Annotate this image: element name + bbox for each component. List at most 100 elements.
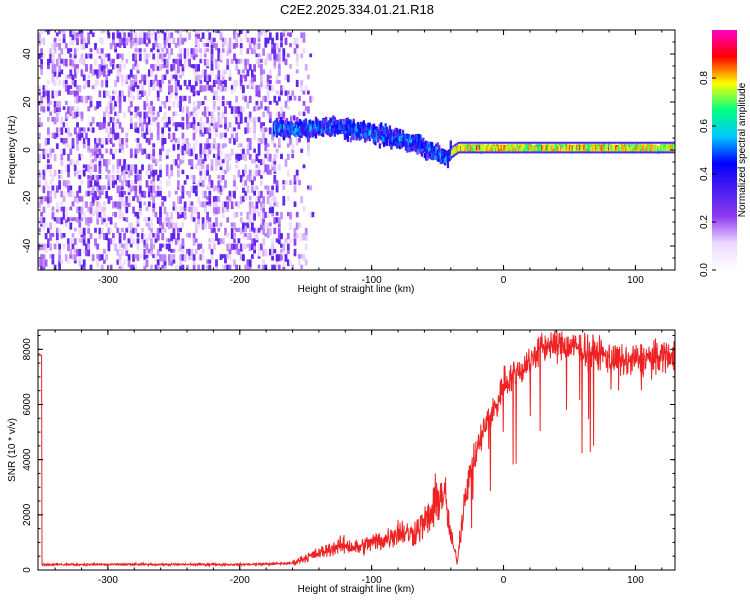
spectrogram-cell: [96, 259, 100, 268]
spectrogram-cell: [616, 151, 619, 154]
spectrogram-cell: [358, 135, 361, 141]
spectrogram-cell: [461, 144, 464, 151]
spectrogram-cell: [293, 37, 297, 46]
spectrogram-cell: [138, 201, 142, 208]
spectrogram-cell: [281, 124, 284, 130]
spectrogram-cell: [217, 79, 221, 85]
spectrogram-cell: [215, 217, 218, 225]
spectrogram-cell: [217, 116, 221, 123]
spectrogram-cell: [262, 248, 265, 257]
spectrogram-cell: [60, 206, 64, 212]
spectrogram-cell: [85, 164, 88, 172]
spectrogram-cell: [71, 254, 75, 260]
spectrogram-cell: [251, 222, 254, 230]
spectrogram-cell: [280, 153, 283, 160]
spectrogram-cell: [206, 259, 209, 264]
spectrogram-cell: [565, 144, 569, 150]
spectrogram-cell: [262, 138, 265, 144]
spectrogram-cell: [159, 148, 162, 155]
spectrogram-cell: [199, 122, 203, 130]
spectrogram-cell: [174, 238, 178, 245]
spectrogram-cell: [116, 32, 120, 39]
spectrogram-cell: [359, 122, 363, 128]
spectrogram-cell: [177, 248, 180, 253]
spectrogram-cell: [145, 95, 149, 104]
spectrogram-cell: [194, 138, 198, 145]
spectrogram-cell: [42, 53, 46, 59]
spectrogram-cell: [636, 146, 640, 152]
spectrogram-cell: [73, 248, 77, 254]
spectrogram-cell: [199, 116, 203, 122]
spectrogram-cell: [219, 122, 223, 128]
spectrogram-cell: [203, 48, 207, 53]
spectrogram-cell: [64, 43, 68, 49]
spectrogram-cell: [89, 175, 93, 181]
spectrogram-cell: [199, 85, 203, 93]
spectrogram-cell: [49, 101, 52, 105]
spectrogram-cell: [64, 143, 68, 148]
colorbar-tick-label: 0.4: [699, 167, 710, 181]
spectrogram-cell: [152, 196, 156, 204]
spectrogram-cell: [94, 180, 97, 187]
spectrogram-cell: [560, 141, 563, 144]
spectrogram-cell: [82, 169, 86, 177]
spectrogram-cell: [268, 74, 272, 79]
spectrogram-cell: [147, 190, 151, 198]
spectrogram-cell: [554, 151, 557, 154]
spectrogram-cell: [416, 133, 419, 140]
spectrogram-cell: [644, 147, 647, 153]
spectrogram-cell: [40, 259, 43, 266]
spectrogram-cell: [355, 135, 358, 141]
spectrogram-cell: [121, 169, 124, 176]
spectrogram-cell: [69, 238, 73, 245]
spectrogram-cell: [293, 238, 297, 246]
spectrogram-cell: [114, 79, 117, 87]
spectrogram-cell: [145, 122, 149, 128]
spectrogram-cell: [217, 206, 221, 214]
spectrogram-cell: [165, 148, 169, 156]
spectrogram-cell: [477, 151, 480, 154]
spectrogram-cell: [152, 159, 156, 163]
spectrogram-cell: [430, 147, 434, 153]
spectrogram-cell: [143, 264, 147, 270]
spectrogram-cell: [67, 217, 70, 222]
spectrogram-cell: [599, 144, 602, 150]
spectrogram-cell: [105, 53, 109, 58]
spectrogram-cell: [226, 43, 230, 51]
spectrogram-cell: [147, 138, 151, 145]
spectrogram-cell: [116, 185, 120, 194]
spectrogram-cell: [449, 148, 452, 154]
spectrogram-cell: [221, 69, 225, 77]
spectrogram-cell: [224, 201, 227, 208]
spectrogram-cell: [212, 138, 216, 145]
spectrogram-cell: [260, 190, 263, 198]
spectrogram-cell: [87, 164, 91, 173]
spectrogram-cell: [316, 121, 319, 127]
spectrogram-cell: [47, 116, 50, 122]
spectrogram-cell: [217, 106, 221, 111]
spectrogram-cell: [332, 124, 335, 130]
spectrogram-cell: [665, 141, 669, 144]
spectrogram-cell: [384, 126, 387, 132]
spectrogram-cell: [186, 106, 189, 114]
spectrogram-cell: [281, 121, 284, 127]
spectrogram-cell: [44, 148, 48, 156]
spectrogram-cell: [631, 151, 634, 154]
spectrogram-cell: [300, 264, 304, 270]
spectrogram-cell: [62, 148, 66, 156]
spectrogram-cell: [51, 148, 55, 153]
spectrogram-cell: [152, 175, 156, 182]
spectrogram-cell: [394, 141, 397, 147]
spectrogram-cell: [571, 148, 574, 154]
spectrogram-cell: [98, 211, 102, 218]
spectrogram-cell: [76, 95, 79, 104]
spectrogram-cell: [244, 74, 248, 82]
spectrogram-cell: [116, 159, 120, 167]
spectrogram-cell: [179, 30, 182, 34]
spectrogram-cell: [546, 141, 550, 144]
spectrogram-cell: [188, 254, 191, 261]
spectrogram-cell: [273, 53, 277, 60]
spectrogram-cell: [134, 169, 138, 175]
spectrogram-cell: [329, 121, 332, 127]
spectrogram-cell: [260, 127, 263, 133]
